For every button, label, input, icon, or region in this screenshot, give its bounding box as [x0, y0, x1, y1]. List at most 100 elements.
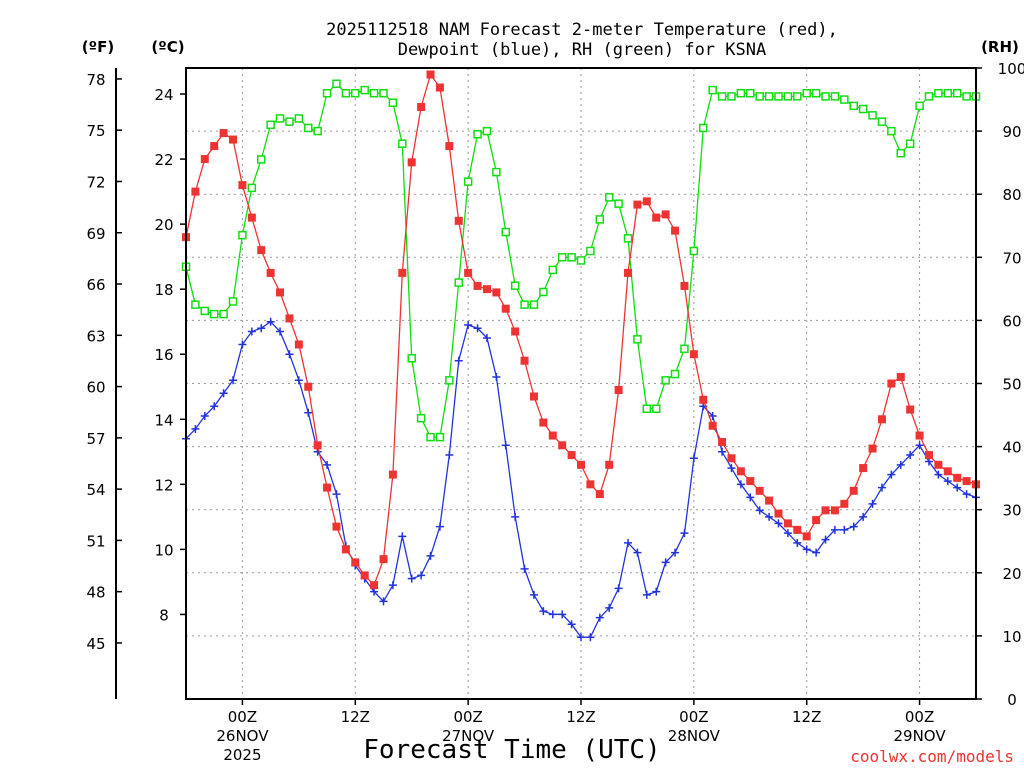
rh-point: [454, 278, 463, 287]
dewpoint-point: [379, 597, 388, 606]
temperature-point: [417, 103, 426, 112]
dewpoint-point: [388, 581, 397, 590]
celsius-tick-label: 12: [154, 476, 173, 494]
dewpoint-point: [953, 483, 962, 492]
rh-point: [304, 123, 313, 133]
x-axis-title: Forecast Time (UTC): [363, 735, 660, 765]
plot-frame: [185, 67, 977, 700]
rh-axis: 0 10 20 30 40 50 60 70 80 90 100: [976, 60, 1024, 709]
temperature-point: [943, 467, 952, 476]
time-tick-label: 2025: [223, 746, 261, 764]
dewpoint-point: [614, 584, 623, 593]
rh-point: [275, 114, 285, 123]
temperature-point: [671, 226, 680, 235]
rh-point: [764, 92, 774, 101]
dewpoint-point: [511, 512, 520, 521]
rh-point: [689, 246, 699, 256]
dewpoint-point: [285, 350, 294, 359]
temperature-point: [492, 288, 501, 297]
dewpoint-point: [558, 610, 567, 619]
time-tick-label: 12Z: [792, 708, 821, 726]
rh-point: [463, 177, 473, 186]
temperature-point: [652, 213, 661, 222]
rh-point: [802, 88, 811, 98]
temperature-point: [294, 340, 303, 349]
temperature-point: [445, 142, 454, 151]
dewpoint-series: [182, 317, 980, 642]
rh-point: [510, 281, 520, 290]
temperature-point: [962, 477, 971, 486]
fahrenheit-tick-label: 60: [86, 379, 105, 397]
celsius-tick-label: 22: [154, 151, 173, 169]
rh-point: [266, 120, 275, 130]
dewpoint-point: [887, 470, 896, 479]
rh-point: [651, 404, 661, 413]
dewpoint-point: [652, 587, 661, 596]
rh-point: [369, 88, 379, 98]
rh-point: [285, 117, 294, 126]
temperature-point: [915, 431, 924, 440]
dewpoint-point: [736, 480, 745, 489]
rh-point: [962, 92, 971, 101]
dewpoint-point: [529, 590, 538, 599]
temperature-point: [210, 142, 219, 151]
temperature-point: [708, 421, 717, 430]
rh-point: [228, 297, 238, 306]
rh-tick-label: 30: [1002, 502, 1021, 520]
dewpoint-point: [257, 324, 266, 333]
dewpoint-point: [417, 571, 426, 580]
temperature-point: [200, 155, 209, 164]
dewpoint-point: [191, 425, 200, 434]
rh-tick-label: 10: [1002, 628, 1021, 646]
temperature-point: [633, 200, 642, 209]
rh-tick-label: 80: [1002, 186, 1021, 204]
dewpoint-point: [407, 574, 416, 583]
dewpoint-point: [812, 548, 821, 557]
dewpoint-point: [276, 327, 285, 336]
dewpoint-point: [793, 538, 802, 547]
temperature-point: [783, 519, 792, 528]
rh-point: [905, 139, 915, 148]
fahrenheit-tick-label: 69: [86, 225, 105, 243]
time-tick-label: 00Z: [905, 708, 934, 726]
time-tick-label: 00Z: [453, 708, 482, 726]
dewpoint-point: [266, 317, 275, 326]
time-tick-label: 12Z: [566, 708, 595, 726]
rh-point: [708, 85, 717, 95]
rh-point: [877, 117, 887, 126]
rh-point: [793, 92, 802, 101]
dewpoint-point: [548, 610, 557, 619]
temperature-point: [370, 581, 379, 590]
temperature-point: [802, 532, 811, 541]
rh-point: [191, 300, 200, 309]
dewpoint-point: [304, 408, 313, 417]
dewpoint-point: [943, 477, 952, 486]
dewpoint-point: [755, 506, 764, 515]
rh-point: [492, 167, 501, 177]
rh-point: [445, 376, 454, 385]
temperature-point: [191, 187, 200, 196]
celsius-tick-label: 10: [154, 541, 173, 559]
fahrenheit-tick-label: 78: [86, 71, 105, 89]
dewpoint-point: [633, 548, 642, 557]
chart-title: 2025112518 NAM Forecast 2-meter Temperat…: [326, 20, 838, 40]
rh-point: [783, 92, 793, 101]
rh-point: [482, 126, 492, 136]
fahrenheit-unit-label: (ºF): [82, 38, 114, 56]
dewpoint-point: [294, 376, 303, 385]
dewpoint-point: [877, 483, 886, 492]
temperature-point: [642, 197, 651, 206]
fahrenheit-tick-label: 48: [86, 584, 105, 602]
temperature-point: [755, 486, 764, 495]
dewpoint-point: [821, 535, 830, 544]
temperature-point: [567, 451, 576, 460]
temperature-point: [285, 314, 294, 323]
temperature-point: [896, 372, 905, 381]
rh-point: [473, 130, 482, 139]
celsius-unit-label: (ºC): [151, 38, 184, 56]
rh-point: [548, 265, 558, 275]
rh-point: [887, 126, 896, 136]
temperature-point: [219, 129, 228, 138]
temperature-point: [501, 304, 510, 313]
temperature-point: [689, 350, 698, 359]
